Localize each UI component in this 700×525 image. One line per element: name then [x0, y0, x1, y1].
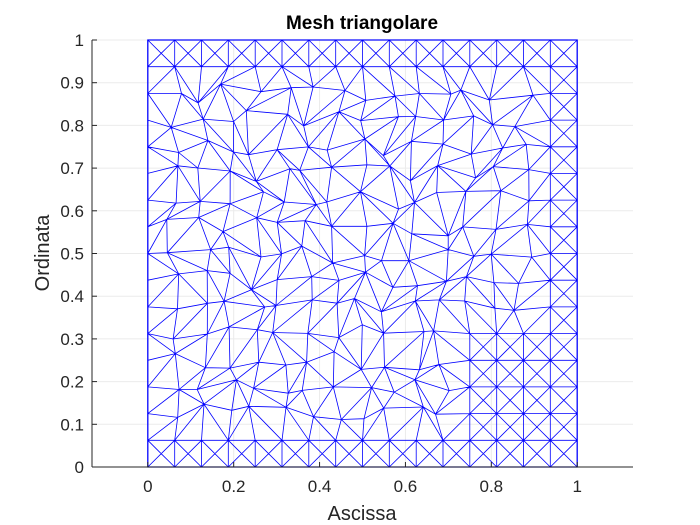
y-tick-label-4: 0.4 [60, 287, 84, 306]
x-axis-label: Ascissa [328, 503, 398, 525]
y-tick-label-8: 0.8 [60, 116, 84, 135]
y-axis-label: Ordinata [32, 214, 54, 292]
y-tick-label-0: 0 [75, 458, 84, 477]
x-tick-label-5: 1 [572, 477, 581, 496]
y-tick-label-7: 0.7 [60, 159, 84, 178]
x-tick-label-3: 0.6 [394, 477, 418, 496]
mesh-edges [147, 39, 578, 468]
y-tick-label-10: 1 [75, 31, 84, 50]
y-tick-label-2: 0.2 [60, 373, 84, 392]
x-tick-label-1: 0.2 [222, 477, 246, 496]
y-tick-label-5: 0.5 [60, 245, 84, 264]
x-tick-label-0: 0 [143, 477, 152, 496]
y-tick-label-1: 0.1 [60, 415, 84, 434]
x-tick-label-2: 0.4 [308, 477, 332, 496]
axis-ticks: 0 0.2 0.4 0.6 0.8 1 0 0.1 0.2 0.3 0.4 0.5 0.6 0.7 0.8 0… [60, 31, 582, 496]
y-tick-label-9: 0.9 [60, 74, 84, 93]
x-tick-label-4: 0.8 [479, 477, 503, 496]
y-tick-label-6: 0.6 [60, 202, 84, 221]
y-tick-label-3: 0.3 [60, 330, 84, 349]
chart-title: Mesh triangolare [286, 13, 438, 34]
